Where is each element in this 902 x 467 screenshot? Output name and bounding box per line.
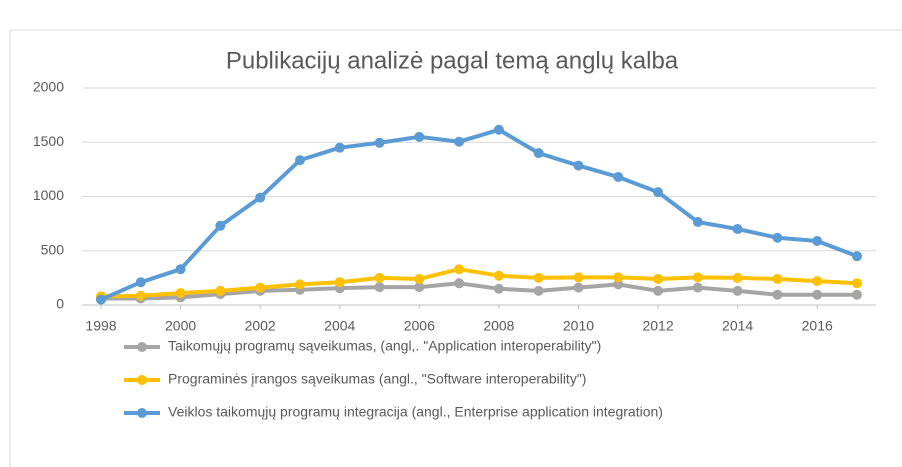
x-tick-label: 2014 [722, 318, 753, 334]
point [653, 273, 664, 284]
x-tick-label: 2002 [245, 318, 276, 334]
point [96, 294, 106, 305]
point [454, 136, 465, 147]
point [175, 264, 186, 275]
point [135, 290, 146, 301]
point [255, 282, 266, 293]
point [255, 192, 266, 203]
legend-marker [137, 342, 147, 352]
legend-marker [137, 375, 147, 385]
chart-title: Publikacijų analizė pagal temą anglų kal… [226, 47, 679, 74]
point [454, 278, 465, 289]
point [692, 272, 703, 283]
point [732, 272, 743, 283]
point [573, 160, 584, 171]
point [573, 272, 584, 283]
series-line [101, 281, 857, 301]
series-line [100, 127, 858, 302]
y-tick-label: 0 [56, 296, 64, 312]
x-tick-label: 1998 [85, 318, 116, 334]
point [533, 285, 544, 296]
x-tick-label: 2006 [404, 318, 435, 334]
y-tick-label: 1000 [33, 187, 64, 203]
x-tick-label: 2000 [165, 318, 196, 334]
legend-marker [137, 408, 147, 418]
point [374, 282, 385, 293]
point [215, 220, 226, 231]
point [852, 251, 862, 262]
series-line [100, 267, 858, 299]
point [215, 285, 226, 296]
y-tick-label: 1500 [33, 133, 64, 149]
point [374, 272, 385, 283]
point [613, 171, 624, 182]
point [812, 235, 823, 246]
point [613, 279, 624, 290]
point [294, 279, 305, 290]
point [374, 137, 385, 148]
x-tick-label: 2016 [802, 318, 833, 334]
point [414, 131, 425, 142]
x-tick-label: 2008 [483, 318, 514, 334]
legend-label: Taikomųjų programų sąveikumas, (angl,. "… [168, 338, 601, 354]
point [533, 272, 544, 283]
point [692, 282, 703, 293]
y-tick-label: 500 [41, 241, 65, 257]
legend-label: Programinės įrangos sąveikumas (angl., "… [168, 371, 586, 387]
point [135, 277, 146, 288]
point [772, 289, 783, 300]
y-tick-label: 2000 [33, 79, 64, 95]
point [692, 216, 703, 227]
point [533, 148, 544, 159]
point [732, 224, 743, 235]
chart-border [9, 29, 902, 467]
point [493, 283, 504, 294]
point [812, 289, 823, 300]
point [414, 273, 425, 284]
point [852, 278, 862, 289]
point [812, 276, 823, 287]
point [772, 232, 783, 243]
point [334, 142, 345, 153]
point [493, 270, 504, 281]
x-tick-label: 2012 [642, 318, 673, 334]
point [573, 282, 584, 293]
point [653, 285, 664, 296]
point [334, 277, 345, 288]
point [852, 289, 862, 300]
point [772, 273, 783, 284]
legend-label: Veiklos taikomųjų programų integracija (… [168, 404, 663, 420]
point [732, 285, 743, 296]
point [294, 155, 305, 166]
x-tick-label: 2004 [324, 318, 355, 334]
point [493, 124, 504, 135]
point [613, 272, 624, 283]
point [454, 264, 465, 275]
point [414, 282, 425, 293]
point [175, 288, 186, 299]
x-tick-label: 2010 [563, 318, 594, 334]
point [653, 187, 664, 198]
